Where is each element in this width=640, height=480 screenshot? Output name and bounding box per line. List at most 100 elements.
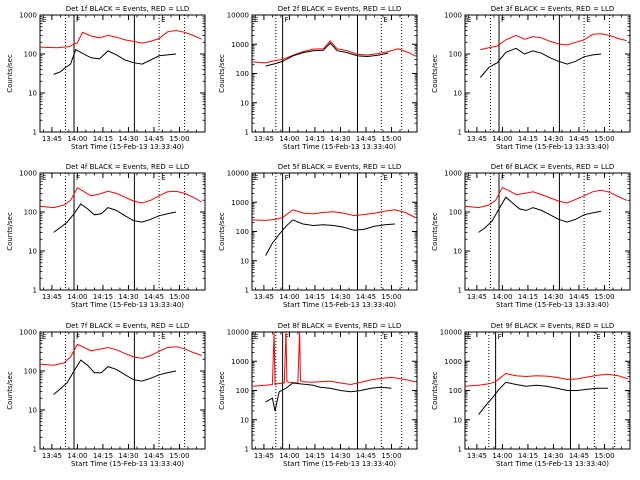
plot-frame	[464, 331, 631, 450]
marker-label: E	[467, 174, 471, 182]
x-tick-label: 15:00	[594, 135, 614, 143]
y-tick-label: 1000	[231, 199, 249, 207]
chart-title: Det 4f BLACK = Events, RED = LLD	[66, 163, 189, 171]
y-tick-label: 10	[240, 99, 249, 107]
plot-frame	[39, 172, 206, 291]
x-tick-label: 14:45	[569, 135, 589, 143]
x-tick-label: 15:00	[594, 293, 614, 301]
y-tick-label: 10	[453, 416, 462, 424]
plot-frame	[39, 331, 206, 450]
plot-frame	[464, 172, 631, 291]
events-series-line	[265, 382, 392, 412]
lld-series-line	[39, 187, 202, 209]
y-axis-label: Counts/sec	[218, 371, 226, 410]
y-tick-label: 10	[453, 248, 462, 256]
x-tick-label: 13:45	[42, 452, 62, 460]
marker-label: E	[161, 16, 165, 24]
y-tick-label: 100	[24, 368, 37, 376]
events-series-line	[478, 196, 602, 233]
marker-label: F	[76, 16, 80, 24]
x-tick-label: 14:00	[279, 293, 299, 301]
x-tick-label: 14:00	[67, 452, 87, 460]
x-tick-label: 14:30	[543, 293, 563, 301]
marker-label: E	[42, 333, 46, 341]
y-tick-label: 1000	[444, 12, 462, 20]
y-tick-label: 1	[245, 287, 249, 295]
marker-label: E	[586, 16, 590, 24]
x-tick-label: 13:45	[254, 452, 274, 460]
marker-label: E	[42, 16, 46, 24]
chart-title: Det 3f BLACK = Events, RED = LLD	[491, 5, 614, 13]
y-tick-label: 10	[28, 248, 37, 256]
y-tick-label: 1000	[19, 170, 37, 178]
x-tick-label: 14:15	[93, 293, 113, 301]
x-tick-label: 15:00	[169, 452, 189, 460]
x-tick-label: 14:45	[569, 293, 589, 301]
marker-label: F	[76, 174, 80, 182]
y-tick-label: 10	[240, 416, 249, 424]
marker-label: F	[76, 333, 80, 341]
marker-label: F	[285, 174, 289, 182]
y-tick-label: 1	[458, 129, 462, 137]
marker-label: F	[285, 333, 289, 341]
x-tick-label: 14:45	[144, 293, 164, 301]
x-tick-label: 13:45	[254, 135, 274, 143]
x-axis-label: Start Time (15-Feb-13 13:33:40)	[496, 460, 609, 468]
y-tick-label: 10	[453, 90, 462, 98]
y-tick-label: 100	[449, 387, 462, 395]
lld-series-line	[464, 187, 627, 209]
y-tick-label: 1000	[231, 41, 249, 49]
y-tick-label: 10000	[227, 12, 249, 20]
x-tick-label: 15:00	[381, 135, 401, 143]
marker-label: E	[383, 174, 387, 182]
y-tick-label: 10	[28, 90, 37, 98]
x-tick-label: 13:45	[467, 293, 487, 301]
chart-title: Det 1f BLACK = Events, RED = LLD	[66, 5, 189, 13]
events-series-line	[478, 381, 608, 415]
y-axis-label: Counts/sec	[6, 212, 14, 251]
y-axis-label: Counts/sec	[218, 212, 226, 251]
x-axis-label: Start Time (15-Feb-13 13:33:40)	[283, 301, 396, 309]
x-tick-label: 14:15	[93, 135, 113, 143]
chart-panel-4: Det 4f BLACK = Events, RED = LLD 1 10 100 10…	[6, 163, 206, 309]
lld-series-line	[39, 343, 202, 366]
y-axis-label: Counts/sec	[431, 212, 439, 251]
chart-panel-7: Det 7f BLACK = Events, RED = LLD 1 10 100 10…	[6, 322, 206, 468]
y-axis-label: Counts/sec	[6, 54, 14, 93]
x-tick-label: 14:30	[543, 452, 563, 460]
chart-panel-3: Det 3f BLACK = Events, RED = LLD 1 10 100 10…	[431, 5, 631, 151]
lld-series-line	[464, 372, 629, 387]
x-tick-label: 14:15	[93, 452, 113, 460]
marker-label: E	[596, 333, 600, 341]
marker-label: E	[586, 174, 590, 182]
x-tick-label: 14:45	[356, 293, 376, 301]
x-tick-label: 14:00	[492, 452, 512, 460]
x-tick-label: 14:15	[518, 135, 538, 143]
x-tick-label: 15:00	[169, 135, 189, 143]
y-tick-label: 1000	[444, 358, 462, 366]
x-tick-label: 14:00	[67, 293, 87, 301]
y-tick-label: 100	[236, 70, 249, 78]
events-series-line	[265, 219, 395, 256]
marker-label: E	[42, 174, 46, 182]
x-tick-label: 13:45	[467, 452, 487, 460]
x-tick-label: 15:00	[381, 293, 401, 301]
x-tick-label: 14:45	[356, 452, 376, 460]
x-tick-label: 14:00	[492, 293, 512, 301]
plot-frame	[251, 14, 418, 133]
x-tick-label: 13:45	[467, 135, 487, 143]
x-tick-label: 14:15	[518, 293, 538, 301]
marker-label: E	[254, 174, 258, 182]
y-axis-label: Counts/sec	[218, 54, 226, 93]
chart-title: Det 8f BLACK = Events, RED = LLD	[278, 322, 401, 330]
x-tick-label: 14:00	[67, 135, 87, 143]
y-tick-label: 1	[245, 129, 249, 137]
plot-frame	[251, 331, 418, 450]
x-tick-label: 14:45	[356, 135, 376, 143]
x-tick-label: 14:45	[144, 452, 164, 460]
y-axis-label: Counts/sec	[431, 371, 439, 410]
x-tick-label: 14:15	[305, 293, 325, 301]
plot-frame	[251, 172, 418, 291]
marker-label: E	[467, 16, 471, 24]
